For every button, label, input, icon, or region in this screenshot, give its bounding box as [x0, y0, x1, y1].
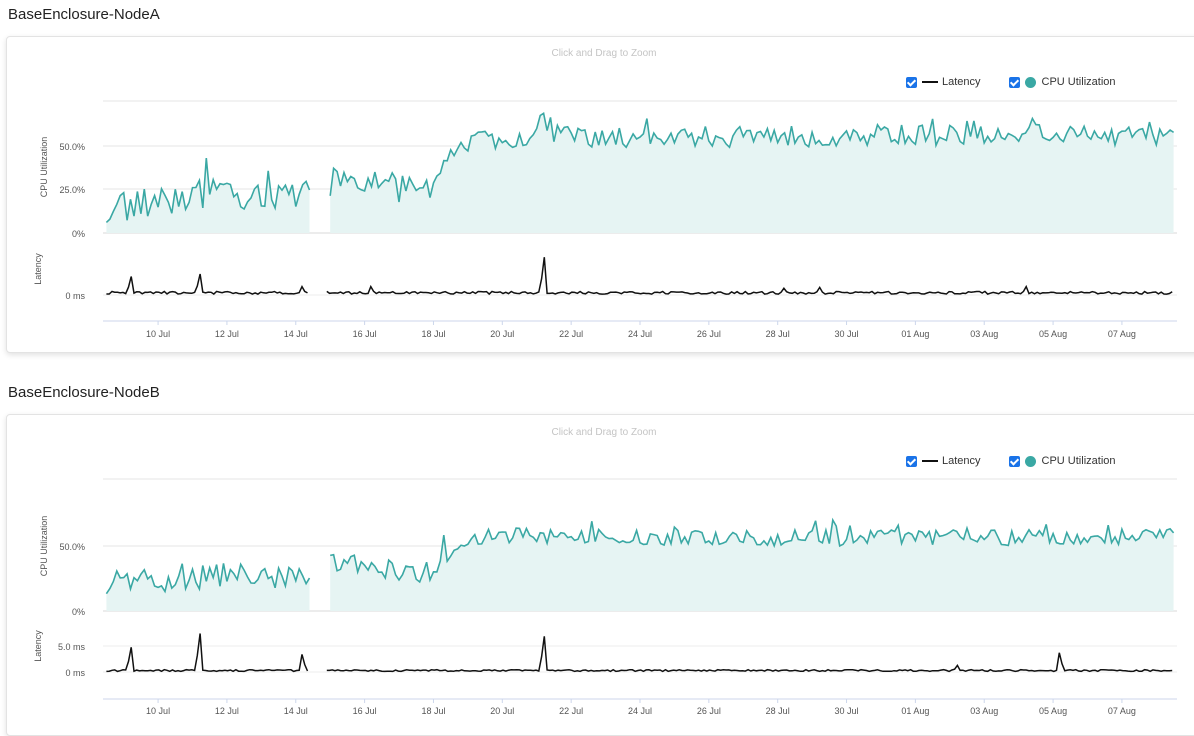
latency-axis-title: Latency: [33, 253, 43, 285]
cpu-y-tick-label: 0%: [72, 229, 85, 239]
legend: Latency CPU Utilization: [906, 76, 1144, 88]
x-tick-label: 14 Jul: [284, 329, 308, 339]
x-tick-label: 28 Jul: [766, 706, 790, 716]
cpu-line-0: [105, 158, 311, 223]
cpu-dot-icon: [1024, 455, 1036, 467]
plot-area: 0% 25.0% 50.0% 0 ms CPU Utilization Latency 10…: [33, 100, 1177, 339]
x-tick-label: 03 Aug: [970, 706, 998, 716]
x-tick-label: 07 Aug: [1108, 329, 1136, 339]
x-tick-label: 14 Jul: [284, 706, 308, 716]
chart-node-b[interactable]: 0% 50.0% 0 ms 5.0 ms CPU Utilization Latency 1…: [7, 415, 1194, 735]
zoom-hint: Click and Drag to Zoom: [551, 427, 657, 438]
x-tick-label: 30 Jul: [835, 329, 859, 339]
latency-line-icon: [922, 81, 938, 83]
zoom-hint: Click and Drag to Zoom: [551, 48, 657, 59]
x-tick-label: 16 Jul: [353, 329, 377, 339]
x-tick-label: 18 Jul: [421, 706, 445, 716]
legend-latency-label: Latency: [942, 455, 981, 467]
cpu-area-0: [106, 563, 310, 611]
latency-line-0: [106, 273, 308, 295]
latency-y-tick-label: 0 ms: [65, 291, 85, 301]
cpu-line-0: [105, 562, 311, 595]
legend-latency-label: Latency: [942, 76, 981, 88]
x-tick-label: 16 Jul: [353, 706, 377, 716]
x-tick-label: 26 Jul: [697, 706, 721, 716]
latency-line-1: [326, 636, 1173, 673]
latency-y-tick-label: 0 ms: [65, 668, 85, 678]
x-tick-label: 05 Aug: [1039, 706, 1067, 716]
cpu-area-0: [106, 158, 310, 233]
chart-node-a[interactable]: 0% 25.0% 50.0% 0 ms CPU Utilization Latency 10…: [7, 37, 1194, 352]
latency-checkbox[interactable]: [906, 455, 917, 467]
x-tick-label: 10 Jul: [146, 329, 170, 339]
x-tick-label: 20 Jul: [490, 329, 514, 339]
legend-item-cpu[interactable]: CPU Utilization: [1008, 76, 1116, 88]
legend-cpu-label: CPU Utilization: [1041, 76, 1116, 88]
cpu-checkbox[interactable]: [1008, 76, 1020, 88]
cpu-axis-title: CPU Utilization: [39, 516, 49, 577]
cpu-checkbox[interactable]: [1008, 455, 1020, 467]
cpu-y-tick-label: 50.0%: [59, 542, 85, 552]
x-tick-label: 12 Jul: [215, 706, 239, 716]
cpu-line-1: [330, 517, 1175, 584]
chart-card-node-a[interactable]: Click and Drag to Zoom Latency CPU Utili…: [6, 36, 1194, 353]
latency-line-icon: [922, 460, 938, 462]
cpu-line-1: [329, 111, 1175, 203]
legend: Latency CPU Utilization: [906, 455, 1144, 467]
cpu-dot-icon: [1024, 76, 1036, 88]
x-tick-label: 03 Aug: [970, 329, 998, 339]
x-tick-label: 18 Jul: [421, 329, 445, 339]
latency-y-tick-label: 5.0 ms: [58, 642, 86, 652]
x-tick-label: 22 Jul: [559, 706, 583, 716]
x-tick-label: 22 Jul: [559, 329, 583, 339]
x-tick-label: 24 Jul: [628, 329, 652, 339]
cpu-y-tick-label: 0%: [72, 607, 85, 617]
cpu-y-tick-label: 25.0%: [59, 185, 85, 195]
latency-checkbox[interactable]: [906, 76, 917, 88]
x-tick-label: 24 Jul: [628, 706, 652, 716]
cpu-y-tick-label: 50.0%: [59, 142, 85, 152]
x-tick-label: 05 Aug: [1039, 329, 1067, 339]
panel-title-node-b: BaseEnclosure-NodeB: [8, 384, 160, 401]
x-tick-label: 10 Jul: [146, 706, 170, 716]
x-tick-label: 26 Jul: [697, 329, 721, 339]
legend-item-cpu[interactable]: CPU Utilization: [1008, 455, 1116, 467]
latency-axis-title: Latency: [33, 630, 43, 662]
x-tick-label: 07 Aug: [1108, 706, 1136, 716]
cpu-axis-title: CPU Utilization: [39, 137, 49, 198]
x-tick-label: 30 Jul: [835, 706, 859, 716]
x-tick-label: 01 Aug: [901, 706, 929, 716]
panel-title-node-a: BaseEnclosure-NodeA: [8, 6, 160, 23]
cpu-area-1: [330, 113, 1174, 233]
x-tick-label: 01 Aug: [901, 329, 929, 339]
x-tick-label: 12 Jul: [215, 329, 239, 339]
cpu-area-1: [330, 520, 1174, 611]
x-tick-label: 20 Jul: [490, 706, 514, 716]
chart-card-node-b[interactable]: Click and Drag to Zoom Latency CPU Utili…: [6, 414, 1194, 736]
latency-line-0: [106, 633, 309, 673]
legend-cpu-label: CPU Utilization: [1041, 455, 1116, 467]
latency-line-1: [326, 257, 1173, 296]
legend-item-latency[interactable]: Latency: [906, 76, 981, 88]
x-tick-label: 28 Jul: [766, 329, 790, 339]
plot-area: 0% 50.0% 0 ms 5.0 ms CPU Utilization Latency 1…: [33, 478, 1177, 716]
legend-item-latency[interactable]: Latency: [906, 455, 981, 467]
